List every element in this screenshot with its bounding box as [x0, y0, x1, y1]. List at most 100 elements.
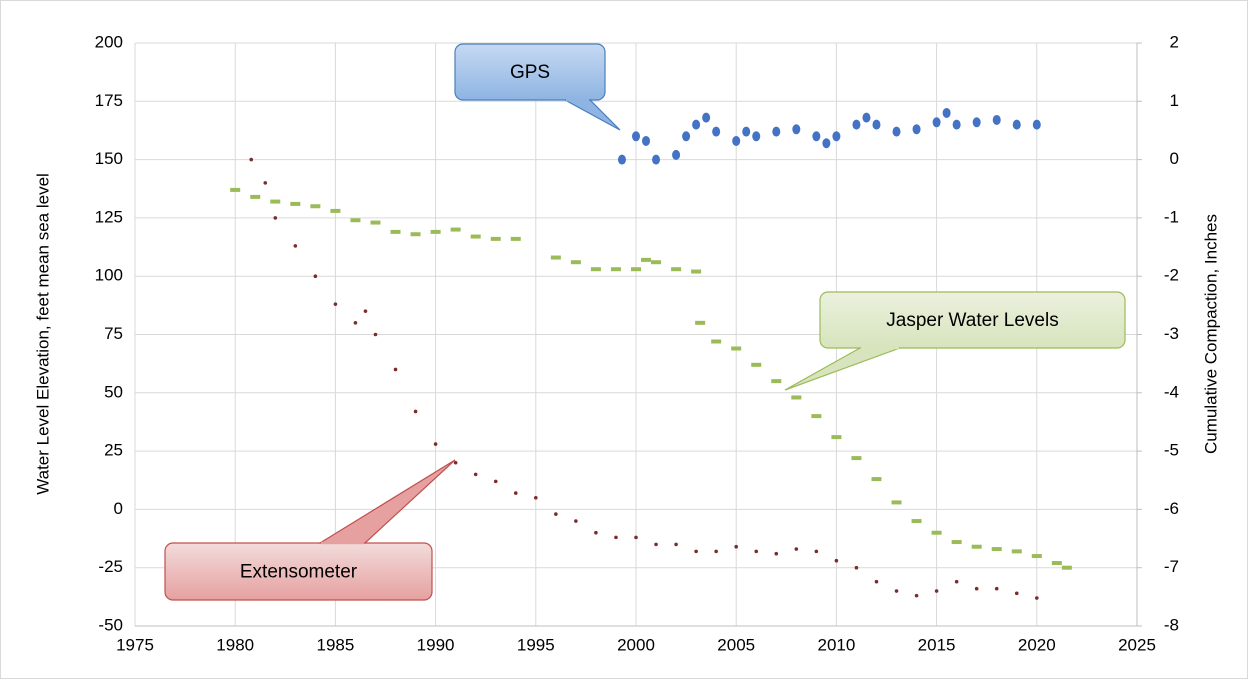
extensometer-point	[473, 472, 478, 477]
water-level-point	[230, 187, 241, 192]
x-tick-label: 1990	[417, 635, 455, 654]
extensometer-point	[854, 565, 859, 570]
gps-point	[872, 119, 881, 130]
gps-point	[992, 114, 1001, 125]
gps-point	[822, 138, 831, 149]
gps-point	[642, 135, 651, 146]
extensometer-point	[313, 274, 318, 279]
water-level-point	[310, 204, 321, 209]
water-level-point	[651, 260, 662, 265]
y2-tick-label: 2	[1170, 32, 1179, 51]
extensometer-point	[493, 479, 498, 484]
y-tick-label: 0	[114, 499, 123, 518]
callout-label: Extensometer	[240, 562, 358, 583]
x-tick-label: 2020	[1018, 635, 1056, 654]
water-level-point	[1031, 554, 1042, 559]
gps-point	[932, 117, 941, 128]
gps-point	[892, 126, 901, 137]
y2-tick-label: 0	[1170, 149, 1179, 168]
extensometer-point	[794, 547, 799, 551]
extensometer-point	[249, 157, 254, 162]
extensometer-point	[513, 491, 518, 495]
y-tick-label: 200	[95, 32, 123, 51]
gps-point	[702, 112, 711, 123]
water-level-point	[1051, 561, 1062, 566]
y2-tick-label: -6	[1164, 499, 1179, 518]
y-tick-label: 100	[95, 266, 123, 285]
gps-point	[832, 131, 841, 142]
water-level-point	[250, 194, 261, 199]
water-level-point	[590, 267, 601, 272]
extensometer-point	[413, 409, 418, 414]
gps-point	[617, 154, 626, 165]
y2-axis-label: Cumulative Compaction, Inches	[1201, 214, 1220, 454]
extensometer-point	[734, 544, 738, 549]
water-level-point	[641, 257, 652, 262]
gps-point	[652, 154, 661, 165]
y-tick-label: 175	[95, 91, 123, 110]
callout-label: GPS	[510, 62, 550, 83]
water-level-point	[270, 199, 281, 204]
extensometer-point	[974, 586, 979, 591]
water-level-point	[851, 456, 862, 461]
y-tick-label: -25	[98, 557, 123, 576]
y-tick-label: -50	[98, 615, 123, 634]
x-tick-label: 2015	[918, 635, 956, 654]
water-level-point	[791, 395, 802, 400]
callout-box	[454, 43, 606, 101]
water-level-point	[911, 519, 922, 524]
callout-box	[819, 291, 1126, 349]
extensometer-point	[453, 460, 458, 465]
extensometer-point	[594, 530, 598, 535]
gps-point	[732, 135, 741, 146]
gps-point	[712, 126, 721, 137]
water-level-point	[771, 379, 782, 384]
water-level-point	[691, 269, 702, 274]
extensometer-point	[754, 549, 759, 554]
gps-point	[852, 119, 861, 130]
extensometer-point	[994, 586, 999, 591]
extensometer-point	[614, 535, 618, 540]
extensometer-point	[714, 549, 718, 554]
extensometer-point	[554, 512, 558, 516]
water-level-point	[631, 267, 641, 272]
water-level-point	[370, 220, 381, 225]
gps-point	[772, 126, 781, 137]
extensometer-point	[874, 579, 879, 584]
gps-point	[692, 119, 701, 130]
y-tick-label: 150	[95, 149, 123, 168]
extensometer-point	[293, 244, 298, 248]
water-level-point	[971, 544, 982, 549]
y2-tick-label: -3	[1164, 324, 1179, 343]
y2-tick-label: -5	[1164, 441, 1179, 460]
x-tick-label: 1980	[216, 635, 254, 654]
x-tick-label: 2025	[1118, 635, 1156, 654]
water-level-point	[831, 435, 842, 440]
extensometer-point	[894, 589, 899, 593]
y2-tick-label: -8	[1164, 615, 1179, 634]
gps-point	[952, 119, 961, 130]
extensometer-point	[433, 442, 438, 446]
callout-label: Jasper Water Levels	[886, 310, 1058, 331]
extensometer-point	[273, 216, 278, 220]
water-level-point	[350, 218, 361, 223]
extensometer-point	[654, 542, 658, 547]
extensometer-point	[934, 589, 939, 593]
water-level-point	[951, 540, 962, 545]
y2-tick-label: 1	[1170, 91, 1179, 110]
extensometer-point	[834, 558, 839, 563]
water-level-point	[991, 547, 1002, 552]
water-level-point	[390, 229, 401, 234]
y-tick-label: 50	[104, 382, 123, 401]
extensometer-point	[674, 542, 678, 547]
x-tick-label: 2005	[717, 635, 755, 654]
y2-tick-label: -4	[1164, 382, 1179, 401]
y2-tick-label: -1	[1164, 207, 1179, 226]
water-level-point	[731, 346, 742, 351]
x-tick-label: 1975	[116, 635, 154, 654]
water-level-point	[711, 339, 722, 344]
water-level-point	[1011, 549, 1022, 554]
water-level-point	[470, 234, 481, 239]
water-level-point	[695, 320, 706, 325]
